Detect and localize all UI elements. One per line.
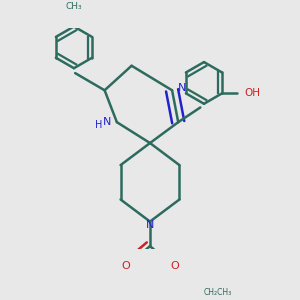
Text: O: O: [121, 261, 130, 271]
Text: O: O: [170, 261, 179, 271]
Text: CH₂CH₃: CH₂CH₃: [204, 288, 232, 297]
Text: H: H: [95, 120, 102, 130]
Text: N: N: [103, 117, 111, 127]
Text: N: N: [178, 83, 186, 93]
Text: CH₃: CH₃: [66, 2, 82, 11]
Text: OH: OH: [244, 88, 260, 98]
Text: N: N: [146, 220, 154, 230]
